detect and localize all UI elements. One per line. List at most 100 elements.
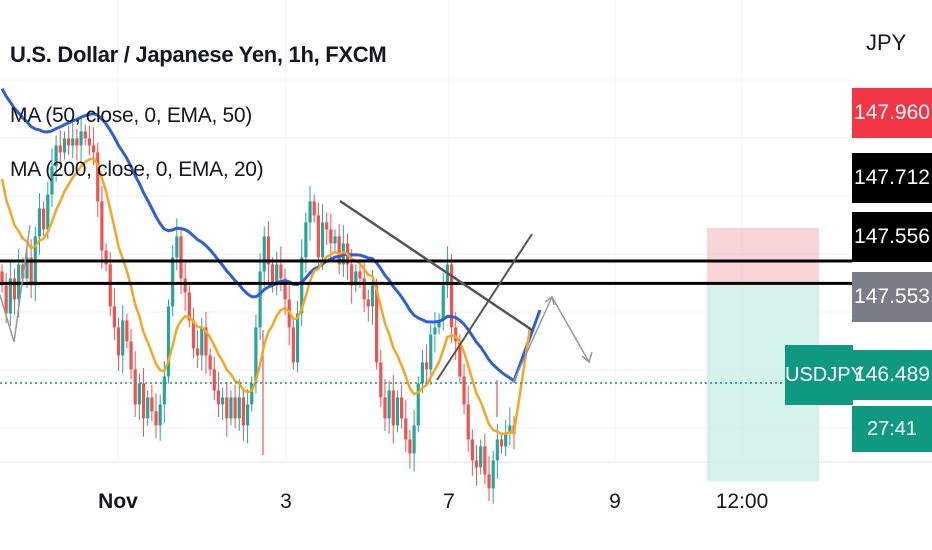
candle-body <box>71 138 75 146</box>
candle-body <box>54 145 58 167</box>
stop-loss-zone <box>707 228 819 286</box>
candle-body <box>408 439 412 454</box>
candle-body <box>333 236 337 244</box>
ema-50-legend[interactable]: MA (50, close, 0, EMA, 50) <box>10 104 252 127</box>
candle-body <box>133 369 137 405</box>
candle-body <box>258 271 262 328</box>
candle-body <box>141 383 146 419</box>
candle-body <box>295 313 300 363</box>
candle-body <box>395 397 400 426</box>
trendline-breakout <box>436 233 533 381</box>
projection-path-left <box>0 224 31 343</box>
x-tick-label: Nov <box>98 490 138 513</box>
candle-body <box>25 257 29 279</box>
candle-body <box>433 327 437 335</box>
currency-label: JPY <box>866 30 907 55</box>
candle-body <box>4 285 8 314</box>
candle-body <box>441 285 445 321</box>
candle-body <box>320 222 325 258</box>
candle-body <box>275 264 279 286</box>
candle-body <box>21 264 25 279</box>
candle-body <box>429 334 433 370</box>
x-tick-label: 12:00 <box>715 490 769 513</box>
candle-body <box>212 369 216 391</box>
candle-body <box>483 446 487 475</box>
candle-body <box>87 138 92 146</box>
ema-200-legend[interactable]: MA (200, close, 0, EMA, 20) <box>10 158 264 181</box>
stop-price-label: 147.960 <box>852 88 932 138</box>
candle-body <box>304 222 308 258</box>
candle-body <box>191 320 196 349</box>
candle-body <box>204 327 208 356</box>
candle-body <box>125 320 129 342</box>
candle-body <box>200 327 204 356</box>
symbol-badge: USDJPY <box>785 345 864 405</box>
x-tick-label: 3 <box>280 490 292 513</box>
candle-body <box>121 320 125 356</box>
candle-body <box>358 271 362 279</box>
candle-body <box>237 397 241 419</box>
candle-body <box>424 362 429 370</box>
candle-body <box>196 348 200 356</box>
candle-body <box>383 397 387 419</box>
candle-body <box>12 278 17 300</box>
candle-body <box>166 306 171 377</box>
candle-body <box>404 418 408 440</box>
candle-body <box>400 397 404 419</box>
candle-body <box>37 208 42 237</box>
candle-body <box>233 397 237 419</box>
candle-body <box>96 152 100 202</box>
candle-body <box>62 138 67 153</box>
candle-body <box>300 257 304 314</box>
candle-body <box>508 425 512 433</box>
trendline-descending <box>339 199 533 332</box>
candle-body <box>266 236 271 265</box>
candle-body <box>58 145 62 153</box>
ema-200-line <box>0 87 542 384</box>
candle-body <box>283 278 287 300</box>
projection-arrowhead <box>544 295 555 306</box>
ema-slow-price-label: 147.556 <box>852 212 932 262</box>
candle-body <box>375 285 379 363</box>
candle-body <box>108 264 112 307</box>
chart-title: U.S. Dollar / Japanese Yen, 1h, FXCM <box>10 42 387 67</box>
candle-body <box>29 257 33 286</box>
candle-body <box>504 432 508 447</box>
candle-body <box>291 327 295 363</box>
candle-body <box>245 404 250 426</box>
candle-body <box>158 404 162 426</box>
candle-body <box>42 208 46 230</box>
candle-body <box>254 327 258 384</box>
candle-body <box>104 250 108 265</box>
candle-body <box>50 166 54 195</box>
candle-body <box>466 404 470 440</box>
candle-body <box>216 390 221 405</box>
candle-body <box>150 397 154 412</box>
candle-body <box>379 362 383 398</box>
candle-body <box>0 271 4 286</box>
candle-body <box>250 383 254 405</box>
candle-body <box>412 425 416 454</box>
candle-body <box>183 278 187 293</box>
candle-body <box>495 439 499 461</box>
candle-body <box>454 327 458 342</box>
ema-50-line <box>0 156 532 436</box>
candle-body <box>370 285 375 307</box>
candle-body <box>479 446 483 468</box>
candle-body <box>270 264 275 286</box>
candle-body <box>221 397 225 405</box>
candle-body <box>137 383 141 405</box>
candle-body <box>154 411 158 426</box>
candle-body <box>362 278 366 300</box>
candle-body <box>391 390 395 426</box>
candle-body <box>100 201 104 251</box>
candle-body <box>366 299 370 307</box>
candle-body <box>499 439 504 447</box>
last-price-label: 146.489 <box>852 350 932 400</box>
candle-body <box>470 439 474 461</box>
x-tick-label: 7 <box>443 490 455 513</box>
candle-body <box>308 201 312 223</box>
candle-body <box>116 327 121 356</box>
